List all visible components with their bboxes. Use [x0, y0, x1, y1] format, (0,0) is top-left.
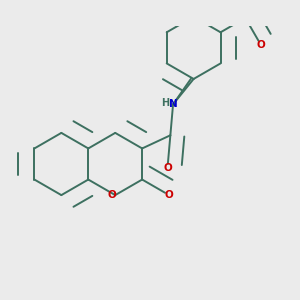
- Text: O: O: [108, 190, 116, 200]
- Text: N: N: [169, 99, 178, 109]
- Text: H: H: [161, 98, 170, 108]
- Text: O: O: [163, 164, 172, 173]
- Text: O: O: [256, 40, 265, 50]
- Text: O: O: [165, 190, 173, 200]
